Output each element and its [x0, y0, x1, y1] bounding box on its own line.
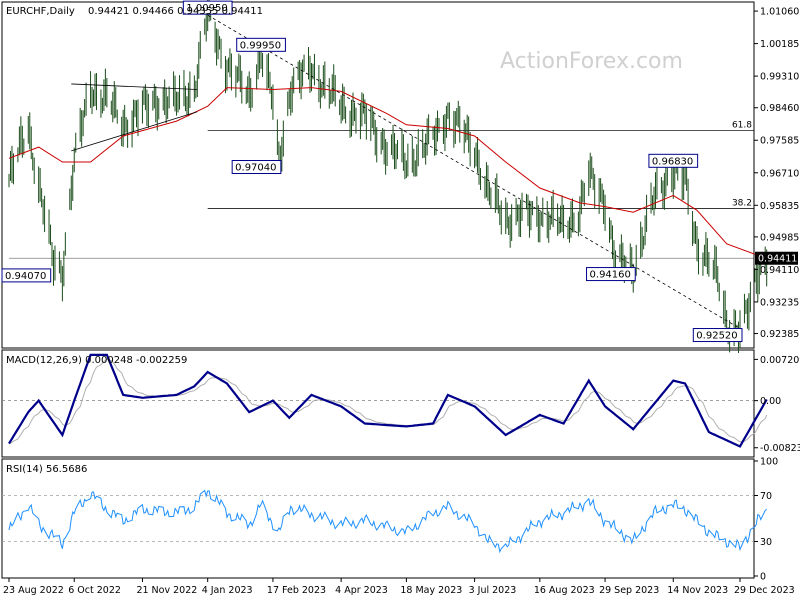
current-price-label: 0.94411	[758, 254, 797, 265]
x-axis-tick-label-9: 29 Sep 2023	[599, 585, 659, 596]
macd-layer	[2, 353, 768, 448]
x-axis-tick-label-1: 6 Oct 2022	[68, 585, 121, 596]
trendline-0	[71, 83, 198, 90]
x-axis-tick-label-3: 4 Jan 2023	[202, 585, 253, 596]
x-axis-tick-label-5: 4 Apr 2023	[335, 585, 388, 596]
x-axis-tick-label-6: 18 May 2023	[400, 585, 462, 596]
price-axis-tick-label-10: 0.92385	[760, 329, 799, 340]
price-annotation-box-0	[182, 0, 233, 15]
price-panel-frame	[1, 1, 755, 349]
trendline-2	[207, 14, 741, 329]
price-annotation-label-0: 1.00950	[186, 3, 227, 14]
price-annotation-box-4	[648, 153, 699, 168]
rsi-panel-frame	[1, 458, 755, 579]
price-axis-tick-label-3: 0.98460	[760, 103, 799, 114]
watermark: ActionForex.com	[500, 49, 683, 74]
rsi-axis-tick-label-1: 70	[760, 491, 772, 502]
rsi-axis-tick-label-2: 30	[760, 537, 772, 548]
price-panel-title: EURCHF,Daily	[6, 6, 75, 17]
macd-signal-line	[8, 358, 768, 445]
macd-line	[8, 353, 768, 448]
price-axis-tick-label-8: 0.94110	[760, 265, 799, 276]
price-annotation-label-1: 0.99950	[240, 40, 281, 51]
trendline-1	[71, 111, 198, 152]
horizontal-level-label-1: 38.2	[732, 198, 752, 208]
current-price-flag	[755, 251, 798, 265]
x-axis-tick-label-8: 16 Aug 2023	[534, 585, 595, 596]
rsi-line	[8, 489, 768, 554]
price-annotation-box-3	[1, 268, 52, 283]
price-annotation-label-5: 0.94160	[590, 270, 631, 281]
price-annotation-label-6: 0.92520	[696, 331, 737, 342]
price-axis-tick-label-6: 0.95835	[760, 201, 799, 212]
axis-layer: 1.01060 1.00185 0.99310 0.98460 0.97585 0.967…	[3, 7, 800, 596]
x-axis-tick-label-0: 23 Aug 2022	[3, 585, 64, 596]
moving-average-line	[8, 87, 767, 260]
macd-panel-frame	[1, 349, 755, 458]
price-axis-tick-label-1: 1.00185	[760, 39, 799, 50]
macd-axis-tick-label-2: -0.008232	[760, 443, 800, 454]
price-axis-tick-label-5: 0.96710	[760, 168, 799, 179]
price-axis-tick-label-9: 0.93235	[760, 297, 799, 308]
x-axis-tick-label-4: 17 Feb 2023	[267, 585, 326, 596]
price-annotation-box-6	[692, 328, 743, 343]
rsi-axis-tick-label-0: 100	[760, 457, 778, 468]
x-axis-tick-label-10: 14 Nov 2023	[667, 585, 728, 596]
x-axis-tick-label-7: 3 Jul 2023	[469, 585, 517, 596]
price-annotation-label-4: 0.96830	[652, 156, 693, 167]
x-axis-tick-label-11: 29 Dec 2023	[734, 585, 795, 596]
macd-axis-tick-label-1: 0.00	[760, 396, 781, 407]
price-annotation-label-3: 0.94070	[5, 271, 46, 282]
macd-panel-title: MACD(12,26,9) 0.000248 -0.002259	[6, 355, 187, 366]
price-annotation-box-2	[231, 160, 282, 175]
price-axis-tick-label-7: 0.94985	[760, 232, 799, 243]
macd-axis-tick-label-0: 0.007209	[760, 355, 800, 366]
rsi-panel-title: RSI(14) 56.5686	[6, 464, 87, 475]
price-axis-tick-label-4: 0.97585	[760, 136, 799, 147]
price-layer: 61.8 38.2 1.00950 0.99950 0.97040 0.94070 0.96…	[1, 0, 768, 354]
price-annotation-label-2: 0.97040	[235, 163, 276, 174]
price-axis-tick-label-2: 0.99310	[760, 72, 799, 83]
price-annotation-box-5	[586, 267, 636, 282]
price-panel-ohlc: 0.94421 0.94466 0.94355 0.94411	[88, 6, 263, 17]
horizontal-level-label-0: 61.8	[732, 120, 752, 130]
rsi-axis-tick-label-3: 0	[760, 572, 766, 583]
price-annotation-box-1	[236, 37, 286, 52]
price-axis-tick-label-0: 1.01060	[760, 7, 799, 18]
rsi-layer	[2, 489, 768, 554]
x-axis-tick-label-2: 21 Nov 2022	[136, 585, 197, 596]
